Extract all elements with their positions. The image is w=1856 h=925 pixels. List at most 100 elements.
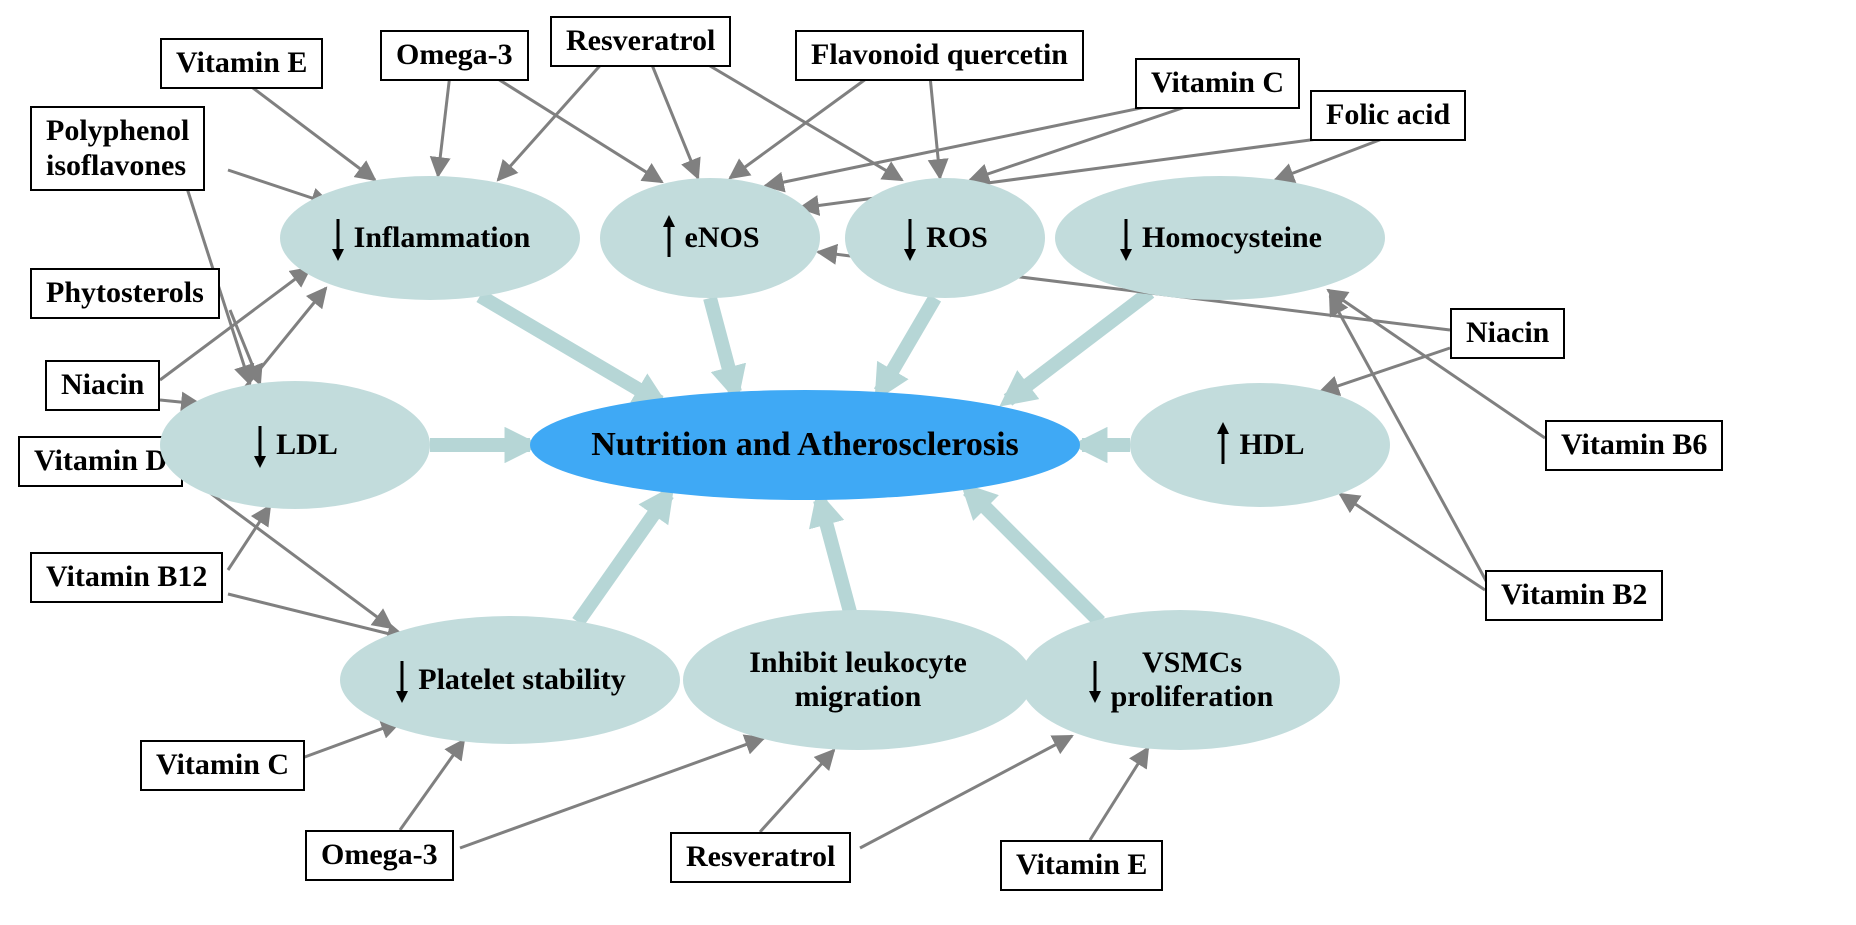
rect-label: Resveratrol bbox=[566, 24, 715, 59]
ellipse-node-center: Nutrition and Atherosclerosis bbox=[530, 390, 1080, 500]
rect-node-vitB6: Vitamin B6 bbox=[1545, 420, 1723, 471]
ellipse-text: HDL bbox=[1239, 428, 1304, 463]
rect-node-omega3_bot: Omega-3 bbox=[305, 830, 454, 881]
rect-node-niacin_r: Niacin bbox=[1450, 308, 1565, 359]
direction-down-icon bbox=[1087, 657, 1103, 703]
ellipse-node-vsmc: VSMCs proliferation bbox=[1020, 610, 1340, 750]
rect-node-poly: Polyphenol isoflavones bbox=[30, 106, 205, 191]
edge-ros-to-center bbox=[880, 298, 935, 392]
edge-phyto-to-ldl bbox=[230, 310, 260, 384]
ellipse-text: Nutrition and Atherosclerosis bbox=[591, 425, 1019, 464]
direction-down-icon bbox=[394, 657, 410, 703]
rect-label: Resveratrol bbox=[686, 840, 835, 875]
ellipse-label: ROS bbox=[902, 215, 988, 261]
rect-label: Vitamin C bbox=[1151, 66, 1284, 101]
edge-resveratrol_b-to-leuk bbox=[760, 750, 834, 832]
ellipse-text: eNOS bbox=[685, 221, 760, 256]
ellipse-label: Homocysteine bbox=[1118, 215, 1322, 261]
ellipse-label: LDL bbox=[252, 422, 338, 468]
rect-label: Vitamin E bbox=[1016, 848, 1147, 883]
rect-node-resveratrol_b: Resveratrol bbox=[670, 832, 851, 883]
ellipse-label: Inflammation bbox=[330, 215, 531, 261]
edge-vitB12-to-ldl bbox=[228, 506, 270, 570]
ellipse-label: Inhibit leukocyte migration bbox=[749, 646, 967, 715]
edge-omega3_bot-to-plat bbox=[400, 740, 464, 830]
edge-flav-to-ros bbox=[930, 76, 940, 178]
rect-label: Vitamin B12 bbox=[46, 560, 207, 595]
edge-vitB2-to-hdl bbox=[1340, 494, 1485, 590]
ellipse-label: eNOS bbox=[661, 215, 760, 261]
edge-resveratrol_t-to-enos bbox=[650, 60, 698, 178]
edge-omega3_top-to-enos bbox=[490, 74, 662, 182]
rect-label: Niacin bbox=[1466, 316, 1549, 351]
ellipse-text: VSMCs proliferation bbox=[1111, 646, 1274, 715]
rect-node-resveratrol_t: Resveratrol bbox=[550, 16, 731, 67]
ellipse-text: Inflammation bbox=[354, 221, 531, 256]
direction-up-icon bbox=[661, 215, 677, 261]
rect-label: Vitamin D bbox=[34, 444, 167, 479]
ellipse-node-ros: ROS bbox=[845, 178, 1045, 298]
edge-vitE_bot-to-vsmc bbox=[1090, 748, 1148, 840]
rect-node-vitE_top: Vitamin E bbox=[160, 38, 323, 89]
rect-node-folic: Folic acid bbox=[1310, 90, 1466, 141]
ellipse-node-hdl: HDL bbox=[1130, 383, 1390, 507]
edge-vitC_top-to-enos bbox=[765, 102, 1170, 186]
ellipse-node-leuk: Inhibit leukocyte migration bbox=[683, 610, 1033, 750]
rect-node-flav: Flavonoid quercetin bbox=[795, 30, 1084, 81]
edge-vitC_top-to-ros bbox=[970, 102, 1200, 180]
rect-node-vitB2: Vitamin B2 bbox=[1485, 570, 1663, 621]
edge-vsmc-to-center bbox=[968, 490, 1100, 622]
ellipse-label: Platelet stability bbox=[394, 657, 625, 703]
edge-homo-to-center bbox=[1008, 292, 1150, 400]
rect-node-vitE_bot: Vitamin E bbox=[1000, 840, 1163, 891]
ellipse-text: Homocysteine bbox=[1142, 221, 1322, 256]
edge-leuk-to-center bbox=[820, 500, 850, 612]
ellipse-node-ldl: LDL bbox=[160, 381, 430, 509]
ellipse-text: Inhibit leukocyte migration bbox=[749, 646, 967, 715]
rect-node-niacin_l: Niacin bbox=[45, 360, 160, 411]
edge-vitB12-to-plat bbox=[228, 594, 406, 638]
ellipse-text: Platelet stability bbox=[418, 663, 625, 698]
rect-label: Vitamin C bbox=[156, 748, 289, 783]
ellipse-node-plat: Platelet stability bbox=[340, 616, 680, 744]
rect-label: Phytosterols bbox=[46, 276, 204, 311]
edge-plat-to-center bbox=[578, 494, 668, 622]
edge-folic-to-homo bbox=[1275, 134, 1395, 180]
ellipse-label: Nutrition and Atherosclerosis bbox=[591, 425, 1019, 464]
rect-label: Vitamin E bbox=[176, 46, 307, 81]
ellipse-node-infl: Inflammation bbox=[280, 176, 580, 300]
edge-vitC_bot-to-plat bbox=[302, 722, 400, 758]
direction-down-icon bbox=[252, 422, 268, 468]
rect-label: Folic acid bbox=[1326, 98, 1450, 133]
rect-label: Polyphenol isoflavones bbox=[46, 114, 189, 183]
edge-resveratrol_b-to-vsmc bbox=[860, 736, 1072, 848]
edge-omega3_top-to-infl bbox=[438, 74, 450, 176]
edge-enos-to-center bbox=[710, 298, 735, 392]
rect-label: Vitamin B6 bbox=[1561, 428, 1707, 463]
rect-label: Flavonoid quercetin bbox=[811, 38, 1068, 73]
rect-node-vitD: Vitamin D bbox=[18, 436, 183, 487]
ellipse-text: ROS bbox=[926, 221, 988, 256]
rect-node-phyto: Phytosterols bbox=[30, 268, 220, 319]
ellipse-node-homo: Homocysteine bbox=[1055, 176, 1385, 300]
direction-down-icon bbox=[1118, 215, 1134, 261]
ellipse-label: VSMCs proliferation bbox=[1087, 646, 1274, 715]
edge-vitE_top-to-infl bbox=[245, 82, 375, 180]
direction-down-icon bbox=[902, 215, 918, 261]
rect-node-vitC_top: Vitamin C bbox=[1135, 58, 1300, 109]
rect-node-vitB12: Vitamin B12 bbox=[30, 552, 223, 603]
rect-label: Omega-3 bbox=[321, 838, 438, 873]
edge-flav-to-enos bbox=[730, 76, 870, 178]
rect-label: Omega-3 bbox=[396, 38, 513, 73]
direction-down-icon bbox=[330, 215, 346, 261]
ellipse-text: LDL bbox=[276, 428, 338, 463]
ellipse-label: HDL bbox=[1215, 422, 1304, 468]
rect-label: Vitamin B2 bbox=[1501, 578, 1647, 613]
rect-node-vitC_bot: Vitamin C bbox=[140, 740, 305, 791]
edge-infl-to-center bbox=[480, 296, 660, 402]
edge-niacin_r-to-hdl bbox=[1320, 348, 1450, 392]
ellipse-node-enos: eNOS bbox=[600, 178, 820, 298]
rect-node-omega3_top: Omega-3 bbox=[380, 30, 529, 81]
direction-up-icon bbox=[1215, 422, 1231, 468]
rect-label: Niacin bbox=[61, 368, 144, 403]
